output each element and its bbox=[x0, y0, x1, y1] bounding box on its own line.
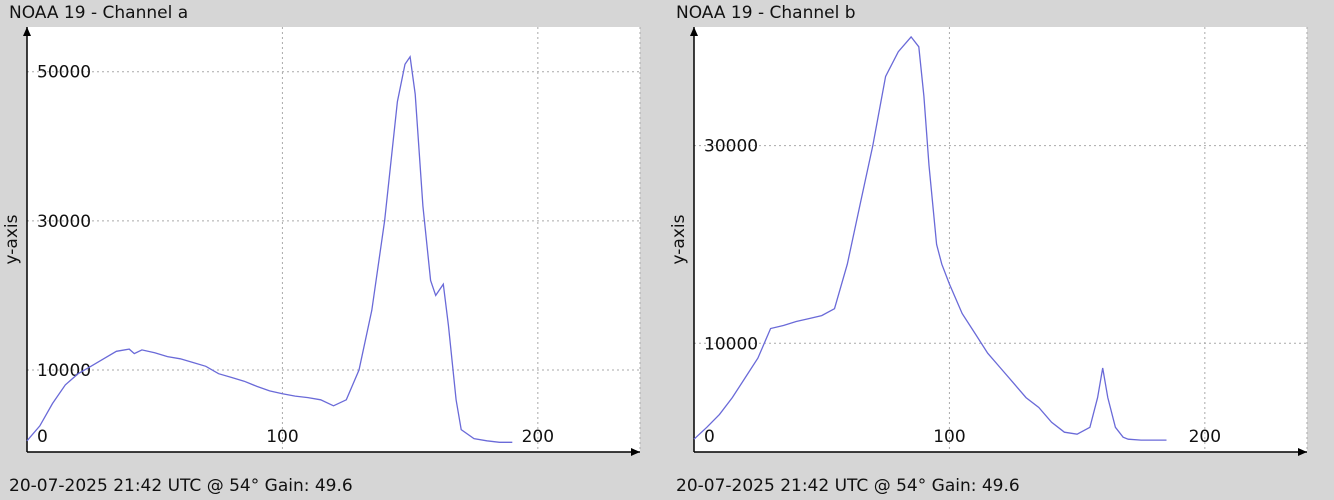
y-tick-label: 50000 bbox=[37, 63, 91, 83]
x-axis-arrow bbox=[631, 448, 640, 456]
y-tick-label: 30000 bbox=[704, 137, 758, 157]
y-axis-arrow bbox=[690, 27, 698, 36]
x-tick-label: 0 bbox=[704, 427, 715, 447]
x-tick-label: 100 bbox=[266, 427, 298, 447]
chart-b: 10000 30000 0 100 200 y-axis bbox=[669, 27, 1308, 456]
panel-footer-a: 20-07-2025 21:42 UTC @ 54° Gain: 49.6 bbox=[9, 476, 353, 496]
panel-title-a: NOAA 19 - Channel a bbox=[9, 3, 189, 23]
y-axis-label: y-axis bbox=[669, 214, 689, 264]
panel-title-b: NOAA 19 - Channel b bbox=[676, 3, 856, 23]
x-tick-label: 100 bbox=[933, 427, 965, 447]
series-line bbox=[693, 35, 1167, 441]
chart-a: 10000 30000 50000 0 100 200 y-axis bbox=[2, 27, 641, 456]
series-line bbox=[26, 55, 513, 443]
y-axis-label: y-axis bbox=[2, 214, 22, 264]
y-tick-label: 30000 bbox=[37, 212, 91, 232]
plot-area bbox=[694, 27, 1307, 452]
panel-footer-b: 20-07-2025 21:42 UTC @ 54° Gain: 49.6 bbox=[676, 476, 1020, 496]
y-tick-label: 10000 bbox=[37, 361, 91, 381]
x-tick-label: 200 bbox=[522, 427, 554, 447]
x-axis-arrow bbox=[1298, 448, 1307, 456]
x-tick-label: 200 bbox=[1189, 427, 1221, 447]
y-tick-label: 10000 bbox=[704, 334, 758, 354]
plot-area bbox=[27, 27, 640, 452]
y-axis-arrow bbox=[23, 27, 31, 36]
x-tick-label: 0 bbox=[37, 427, 48, 447]
